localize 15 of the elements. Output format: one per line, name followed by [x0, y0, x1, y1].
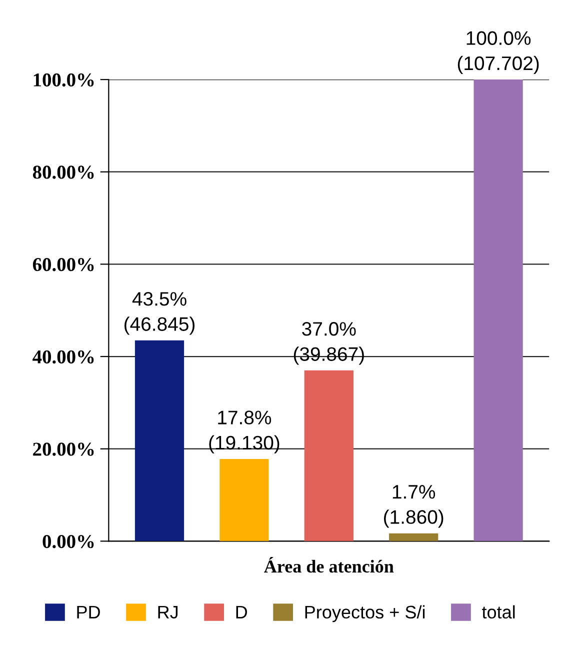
y-tick-label: 100.0% — [34, 73, 94, 87]
legend-label: Proyectos + S/i — [305, 605, 425, 622]
y-tick-label: 0.00% — [42, 534, 94, 548]
data-label: 1.7% (1.860) — [384, 485, 444, 528]
legend-label: total — [482, 605, 515, 619]
y-tick-label: 80.00% — [32, 166, 94, 179]
x-axis-title: Área de atención — [264, 557, 394, 573]
y-tick-label: 40.00% — [32, 350, 94, 364]
y-tick-label: 60.00% — [32, 258, 94, 272]
data-label: 100.0% (107.702) — [458, 31, 539, 74]
legend-label: RJ — [158, 606, 178, 619]
legend-label: D — [236, 606, 248, 618]
legend-label: PD — [77, 606, 100, 618]
y-tick-label: 20.00% — [33, 442, 94, 456]
data-label: 43.5% (46.845) — [124, 292, 195, 335]
